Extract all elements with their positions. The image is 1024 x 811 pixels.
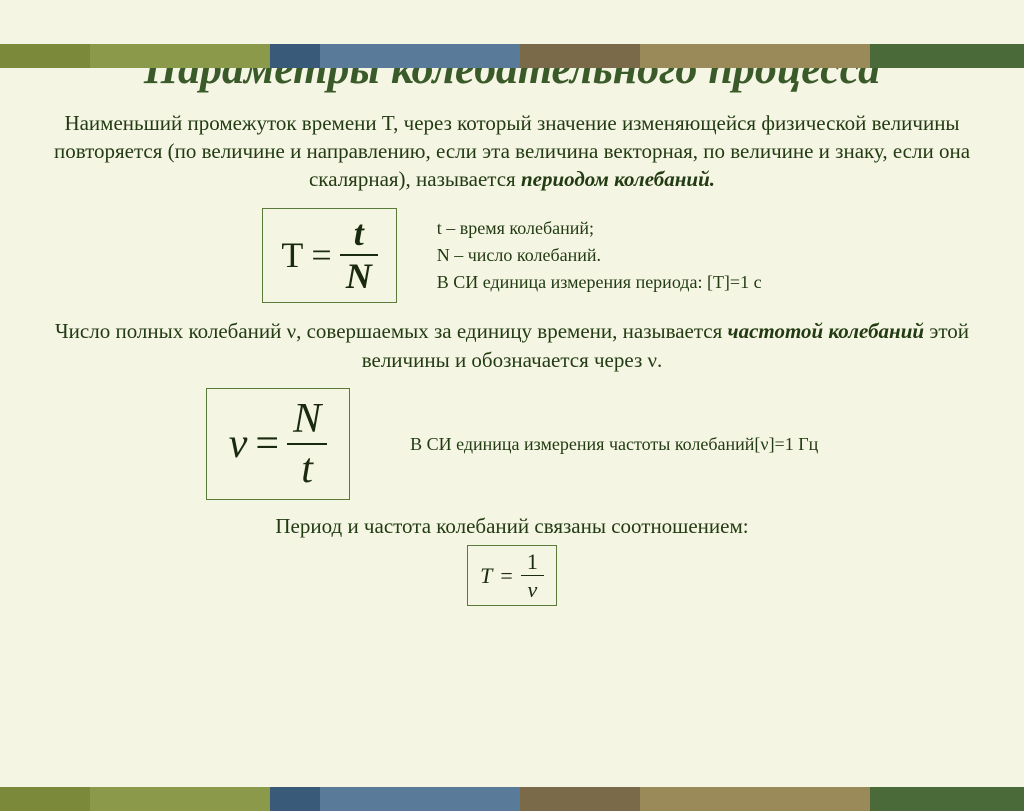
border-segment — [320, 44, 520, 68]
border-segment — [520, 787, 640, 811]
equals-sign: = — [500, 563, 512, 589]
formula2-row: ν = N t В СИ единица измерения частоты к… — [0, 388, 1024, 500]
f2-num: N — [287, 397, 327, 441]
p1-emph: периодом колебаний. — [521, 167, 715, 191]
f1-den: N — [340, 258, 378, 296]
p2-part1: Число полных колебаний ν, совершаемых за… — [55, 319, 728, 343]
f3-num: 1 — [521, 550, 544, 573]
formula3-row: T = 1 ν — [0, 545, 1024, 606]
side1-line1: t – время колебаний; — [437, 215, 762, 242]
top-border-bar — [0, 44, 1024, 68]
formula-frequency: ν = N t — [229, 397, 327, 491]
border-segment — [640, 787, 870, 811]
paragraph-relation: Период и частота колебаний связаны соотн… — [0, 514, 1024, 539]
border-segment — [870, 787, 1024, 811]
side1-line3: В СИ единица измерения периода: [T]=1 с — [437, 269, 762, 296]
bottom-border-bar — [0, 787, 1024, 811]
paragraph-period-definition: Наименьший промежуток времени T, через к… — [0, 109, 1024, 194]
f1-lhs: T — [281, 234, 303, 276]
border-segment — [520, 44, 640, 68]
f3-lhs: T — [480, 563, 492, 589]
border-segment — [0, 787, 90, 811]
f2-frac: N t — [287, 397, 327, 491]
fraction-bar — [521, 575, 544, 576]
side1-block: t – время колебаний; N – число колебаний… — [437, 215, 762, 296]
border-segment — [320, 787, 520, 811]
border-segment — [270, 787, 320, 811]
border-segment — [870, 44, 1024, 68]
fraction-bar — [287, 443, 327, 445]
border-segment — [90, 44, 270, 68]
f3-frac: 1 ν — [521, 550, 544, 601]
f3-den: ν — [521, 578, 543, 601]
f2-den: t — [295, 447, 319, 491]
equals-sign: = — [311, 234, 331, 276]
formula1-row: T = t N t – время колебаний; N – число к… — [0, 208, 1024, 304]
border-segment — [0, 44, 90, 68]
formula3-box: T = 1 ν — [467, 545, 557, 606]
equals-sign: = — [255, 420, 279, 468]
formula1-box: T = t N — [262, 208, 396, 304]
side1-line2: N – число колебаний. — [437, 242, 762, 269]
f1-frac: t N — [340, 215, 378, 297]
formula-relation: T = 1 ν — [480, 550, 544, 601]
p1-text: Наименьший промежуток времени T, через к… — [54, 111, 970, 192]
paragraph-frequency-definition: Число полных колебаний ν, совершаемых за… — [0, 317, 1024, 374]
border-segment — [90, 787, 270, 811]
f1-num: t — [348, 215, 370, 253]
border-segment — [640, 44, 870, 68]
side2-block: В СИ единица измерения частоты колебаний… — [410, 431, 818, 458]
f2-lhs: ν — [229, 420, 248, 468]
border-segment — [270, 44, 320, 68]
formula2-box: ν = N t — [206, 388, 350, 500]
formula-period: T = t N — [281, 215, 377, 297]
p2-emph: частотой колебаний — [728, 319, 925, 343]
side2-text: В СИ единица измерения частоты колебаний… — [410, 431, 818, 458]
